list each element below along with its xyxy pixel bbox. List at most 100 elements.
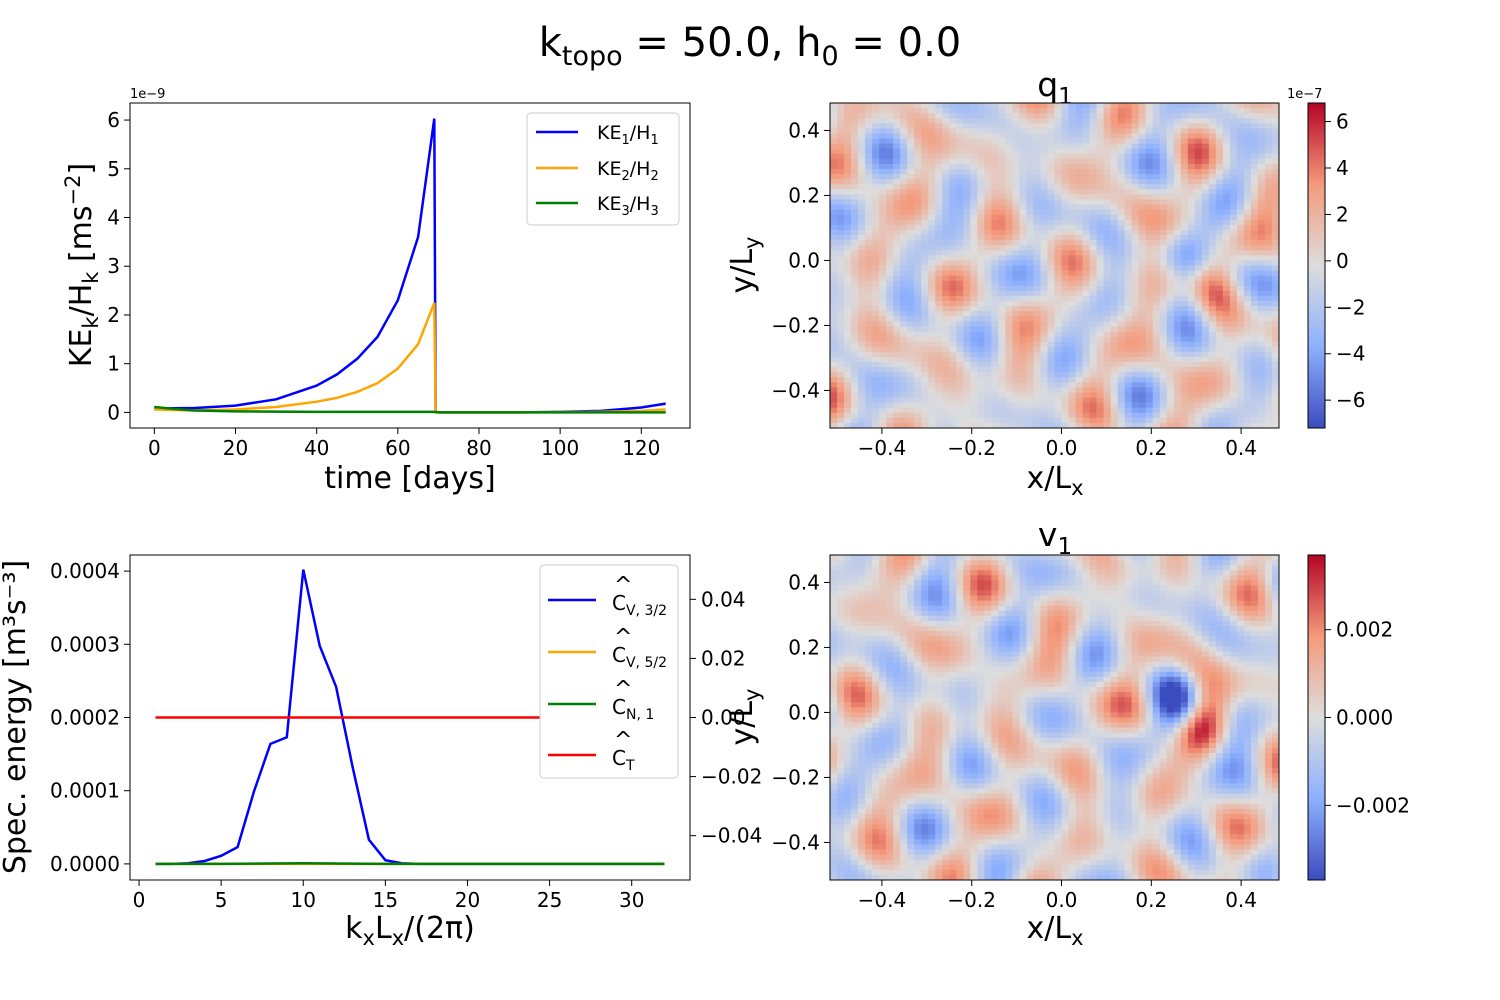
q1-cell <box>1040 351 1048 358</box>
q1-cell <box>1236 214 1245 221</box>
q1-cell <box>1040 346 1048 353</box>
q1-cell <box>1187 331 1196 337</box>
q1-cell <box>1110 204 1118 210</box>
q1-cell <box>949 402 957 408</box>
q1-cell <box>837 412 845 419</box>
q1-cell <box>1033 346 1041 353</box>
v1-cell <box>942 580 950 586</box>
q1-cell <box>949 204 957 210</box>
q1-cell <box>1264 412 1273 419</box>
q1-cell <box>893 326 901 332</box>
q1-cell <box>1096 402 1104 408</box>
q1-cell <box>1229 280 1238 287</box>
q1-cell <box>886 331 894 337</box>
q1-cell <box>1152 189 1161 195</box>
q1-cell <box>1117 295 1125 302</box>
q1-cell <box>1264 377 1273 383</box>
q1-ytick-label: 0.0 <box>788 248 820 272</box>
v1-cell <box>1145 580 1154 586</box>
q1-cell <box>1047 103 1055 109</box>
q1-cell <box>1096 240 1104 246</box>
q1-cell <box>1068 255 1076 261</box>
q1-cell <box>991 138 999 144</box>
q1-cell <box>921 336 929 342</box>
q1-cell <box>1026 402 1034 408</box>
q1-cell <box>1005 295 1013 302</box>
q1-cell <box>921 260 929 266</box>
v1-cell <box>1173 605 1182 612</box>
q1-cell <box>858 189 866 195</box>
q1-cell <box>1117 265 1125 271</box>
v1-cell <box>837 610 845 617</box>
v1-cell <box>1117 560 1125 566</box>
q1-cell <box>1145 169 1154 175</box>
q1-cell <box>879 113 887 119</box>
q1-cell <box>879 422 887 429</box>
q1-cell <box>893 412 901 419</box>
q1-cell <box>1047 143 1055 150</box>
q1-cell <box>1131 280 1139 287</box>
q1-cell <box>1159 326 1168 332</box>
v1-cell <box>1138 610 1147 617</box>
q1-cell <box>1040 407 1048 414</box>
v1-cell <box>1187 560 1196 566</box>
q1-cell <box>844 361 852 368</box>
q1-cell <box>928 336 936 342</box>
q1-cell <box>1243 331 1252 337</box>
q1-cell <box>1033 306 1041 312</box>
q1-cell <box>1180 356 1189 363</box>
v1-cell <box>998 585 1006 591</box>
q1-cell <box>900 367 908 373</box>
q1-cell <box>837 143 845 150</box>
q1-cell <box>830 103 838 109</box>
q1-cell <box>963 422 971 429</box>
q1-cell <box>1096 184 1104 190</box>
q1-cell <box>928 311 936 317</box>
q1-cell <box>1215 123 1224 129</box>
q1-cell <box>1250 392 1259 398</box>
q1-cell <box>921 422 929 429</box>
q1-cell <box>1257 194 1266 200</box>
q1-cell <box>830 163 838 170</box>
q1-cell <box>1005 356 1013 363</box>
q1-cell <box>935 118 943 124</box>
q1-cell <box>858 336 866 342</box>
q1-cell <box>1124 260 1132 266</box>
q1-cell <box>1089 367 1097 373</box>
q1-cell <box>921 280 929 287</box>
q1-cell <box>1047 336 1055 342</box>
v1-cell <box>1264 575 1273 581</box>
v1-cell <box>1187 605 1196 612</box>
q1-cell <box>1068 103 1076 109</box>
v1-cell <box>1173 590 1182 596</box>
q1-cell <box>1047 290 1055 297</box>
v1-cell <box>1061 580 1069 586</box>
q1-cell <box>1236 184 1245 190</box>
q1-cell <box>921 311 929 317</box>
q1-cell <box>1082 270 1090 276</box>
q1-cell <box>1110 321 1118 327</box>
q1-cell <box>1089 270 1097 276</box>
q1-cell <box>1271 285 1280 292</box>
q1-cell <box>984 346 992 353</box>
q1-cell <box>830 229 838 236</box>
q1-cell <box>1264 169 1273 175</box>
q1-cell <box>1250 153 1259 160</box>
v1-cell <box>1040 565 1048 571</box>
v1-cell <box>1012 590 1020 596</box>
q1-cell <box>1201 179 1210 185</box>
q1-cell <box>851 285 859 292</box>
v1-cell <box>1166 580 1175 586</box>
q1-cell <box>872 209 880 216</box>
q1-cell <box>935 351 943 358</box>
v1-cell <box>1026 565 1034 571</box>
q1-cell <box>963 341 971 348</box>
q1-cell <box>1054 260 1062 266</box>
q1-cell <box>1110 311 1118 317</box>
v1-cell <box>1236 600 1245 607</box>
v1-cell <box>1054 605 1062 612</box>
q1-cell <box>963 179 971 185</box>
q1-cell <box>1166 321 1175 327</box>
q1-cell <box>1152 153 1161 160</box>
q1-cell <box>1012 103 1020 109</box>
